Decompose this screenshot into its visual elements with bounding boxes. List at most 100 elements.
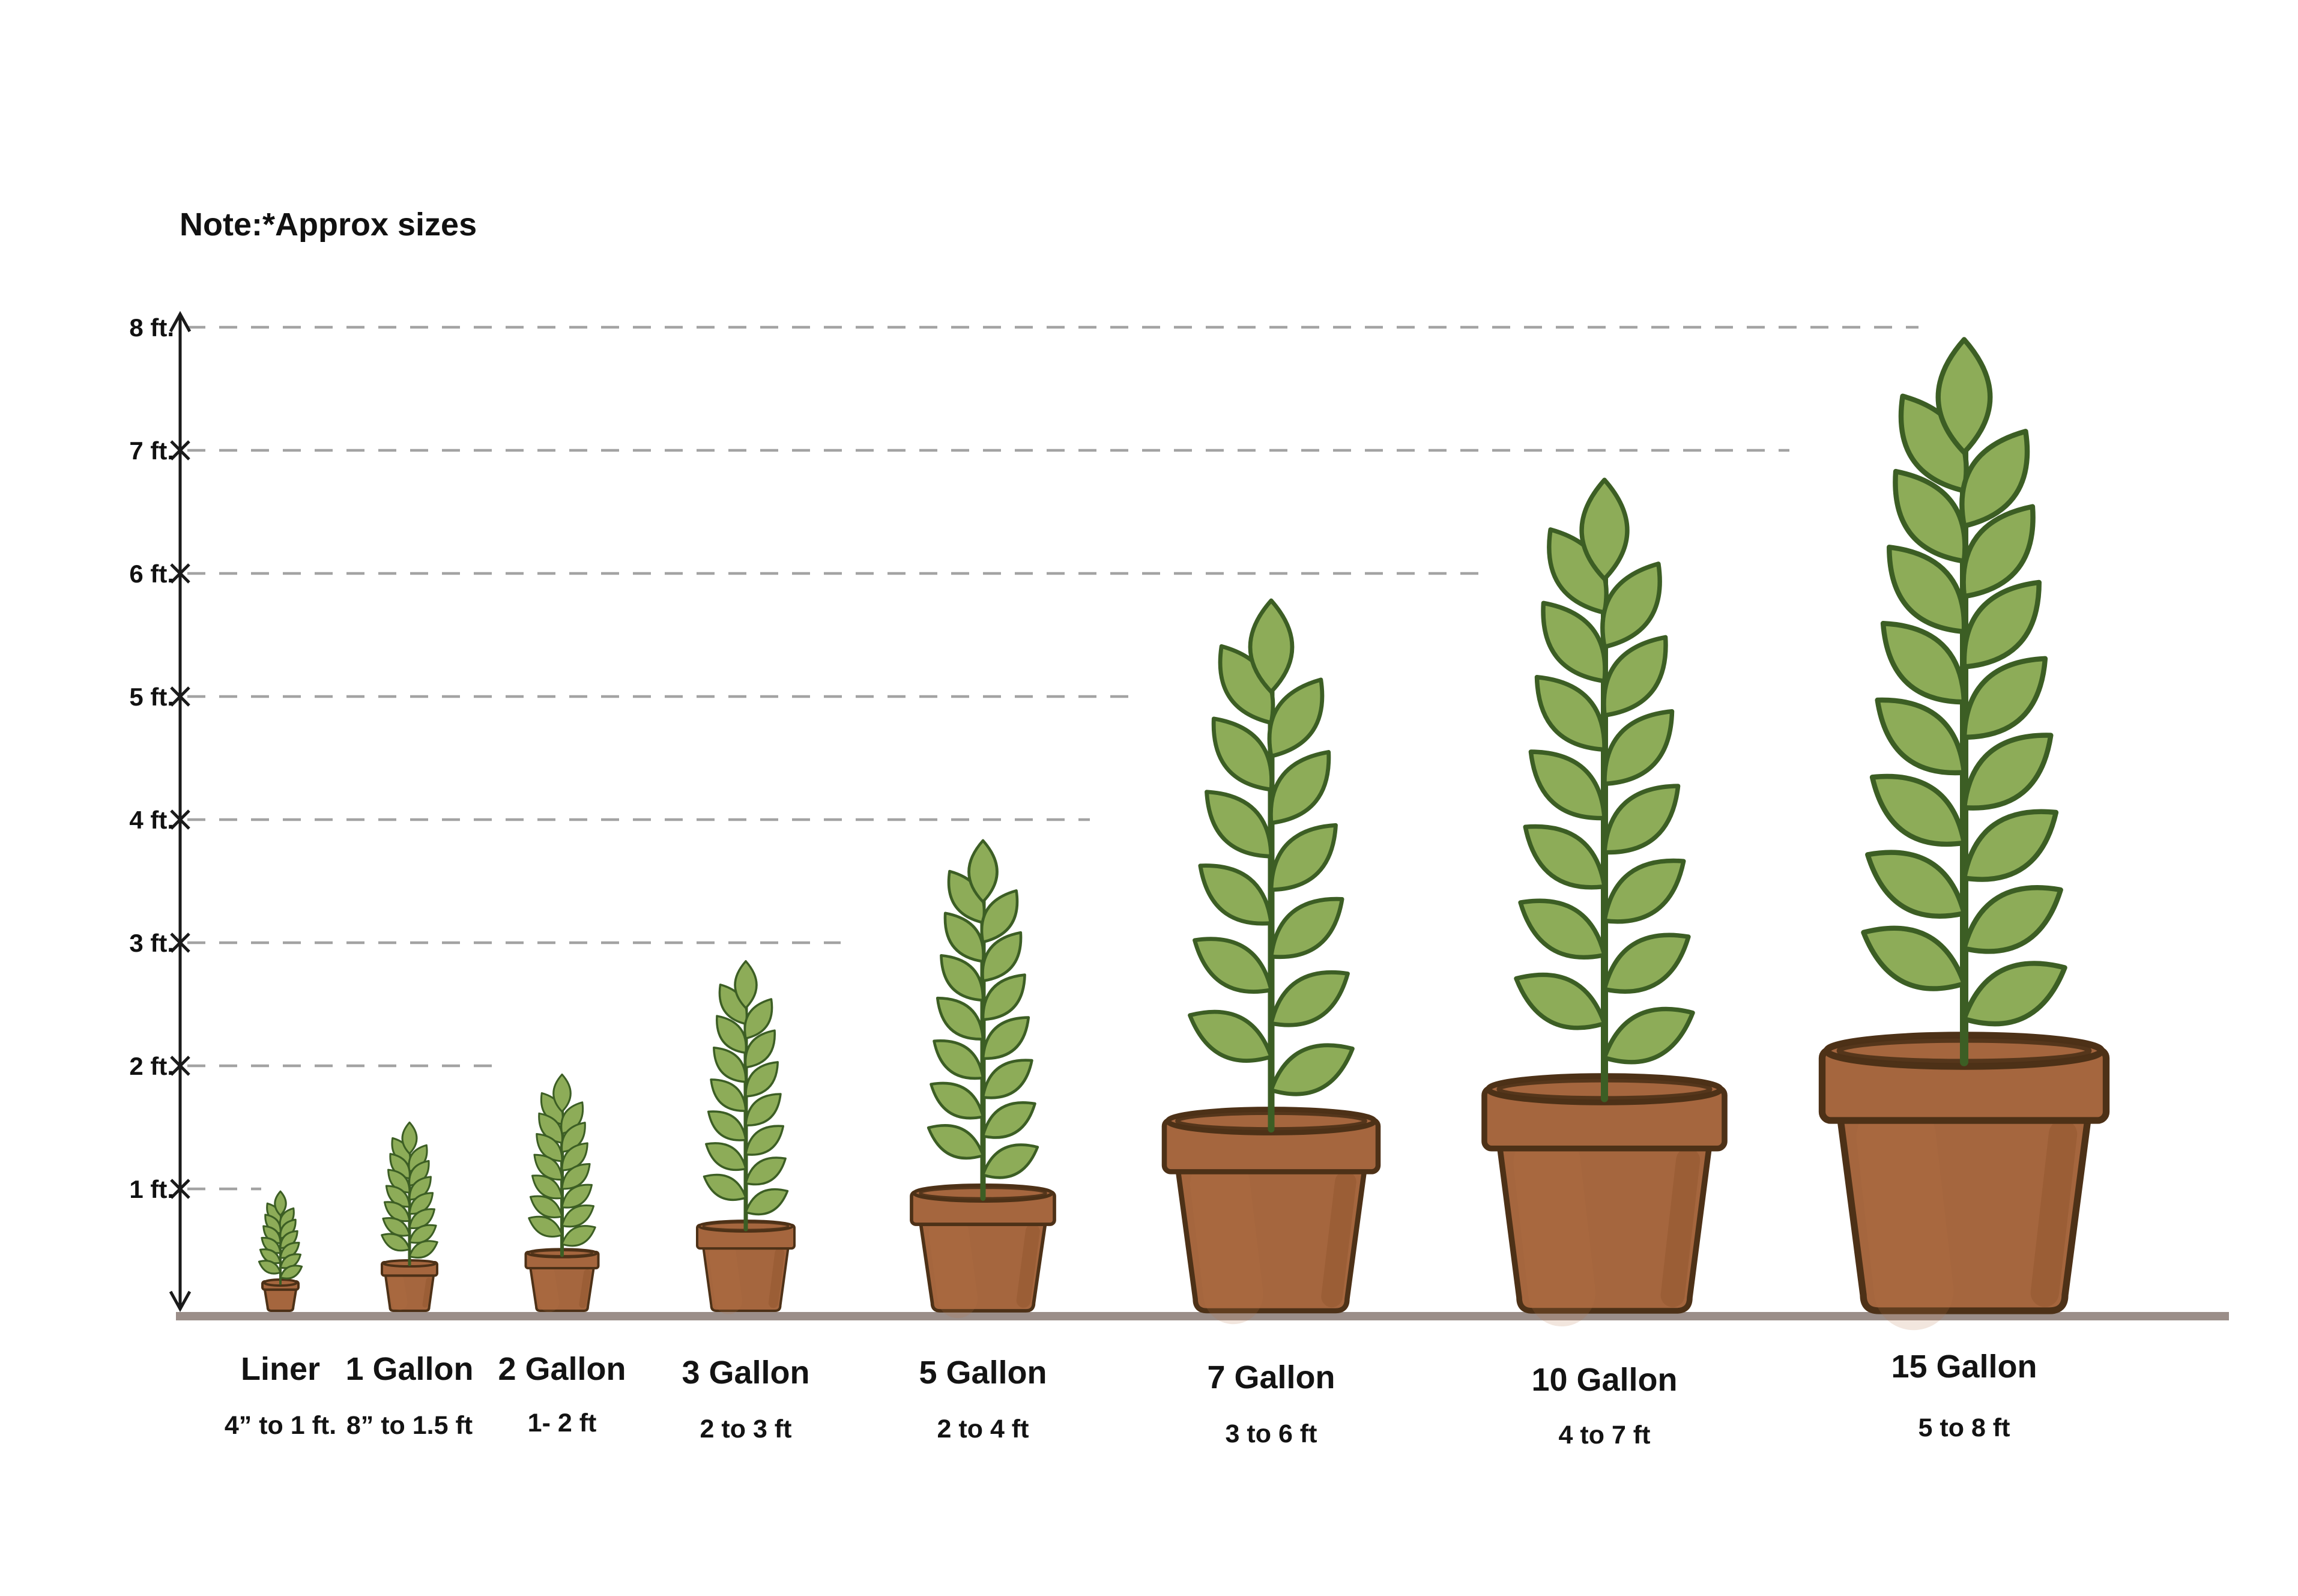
axis-tick-label-8ft: 8 ft. bbox=[129, 313, 174, 342]
leaf-right bbox=[1269, 823, 1338, 892]
plant-group-liner bbox=[258, 1190, 303, 1312]
pot-body bbox=[529, 1267, 595, 1312]
plant-foliage bbox=[1514, 477, 1695, 1065]
leaf-left bbox=[1869, 773, 1967, 847]
axis-tick-5ft bbox=[170, 686, 190, 707]
pot-2-gallon bbox=[524, 1248, 600, 1313]
leaf-left bbox=[1193, 937, 1274, 994]
category-label-2-gallon: 2 Gallon bbox=[498, 1351, 626, 1387]
leaf-left bbox=[1211, 716, 1274, 792]
axis-tick-label-1ft: 1 ft. bbox=[129, 1175, 174, 1203]
plant-group-10-gallon bbox=[1481, 477, 1728, 1326]
plant-group-7-gallon bbox=[1161, 598, 1381, 1325]
leaf-left bbox=[258, 1260, 282, 1275]
leaf-right bbox=[745, 1061, 779, 1098]
axis-tick-label-3ft: 3 ft. bbox=[129, 929, 174, 957]
leaf-right bbox=[981, 1059, 1033, 1099]
leaf-left bbox=[716, 1015, 748, 1054]
pot-shade bbox=[1321, 1171, 1356, 1308]
leaf-right bbox=[1269, 970, 1350, 1027]
tick-cross-icon bbox=[170, 563, 190, 584]
plant-group-5-gallon bbox=[910, 839, 1056, 1319]
leaf-top bbox=[1248, 598, 1295, 694]
leaf-left bbox=[933, 1039, 985, 1080]
size-range-label-3-gallon: 2 to 3 ft bbox=[700, 1415, 792, 1443]
leaf-right bbox=[1961, 656, 2048, 740]
leaf-right bbox=[745, 1093, 782, 1126]
leaf-left bbox=[531, 1174, 563, 1200]
axis-tick-2ft bbox=[170, 1056, 190, 1076]
leaf-right bbox=[981, 1101, 1036, 1139]
axis-tick-label-2ft: 2 ft. bbox=[129, 1052, 174, 1080]
plant-group-1-gallon bbox=[381, 1121, 438, 1312]
pot-15-gallon bbox=[1818, 1032, 2110, 1331]
pot-body bbox=[1175, 1169, 1367, 1314]
leaf-right bbox=[1959, 429, 2030, 529]
pot-shade bbox=[768, 1248, 785, 1308]
pot-body bbox=[919, 1223, 1047, 1313]
leaf-left bbox=[529, 1195, 563, 1218]
leaf-left bbox=[1887, 545, 1967, 635]
leaf-right bbox=[980, 889, 1019, 944]
size-range-label-10-gallon: 4 to 7 ft bbox=[1559, 1421, 1651, 1449]
leaf-right bbox=[743, 998, 773, 1040]
leaf-right bbox=[745, 1188, 789, 1216]
leaf-left bbox=[1518, 898, 1607, 960]
pot-7-gallon bbox=[1161, 1107, 1381, 1325]
leaf-top bbox=[401, 1121, 418, 1155]
pot-shade bbox=[1016, 1224, 1040, 1308]
leaf-right bbox=[744, 1029, 776, 1069]
tick-cross-icon bbox=[170, 440, 190, 461]
pot-shade bbox=[579, 1269, 591, 1308]
axis-arrow-up-icon bbox=[169, 310, 192, 333]
leaf-right bbox=[1961, 961, 2067, 1027]
leaf-right bbox=[1602, 933, 1691, 994]
leaf-left bbox=[943, 911, 985, 963]
leaf-left bbox=[381, 1233, 411, 1252]
leaf-right bbox=[981, 1016, 1030, 1060]
axis-tick-label-6ft: 6 ft. bbox=[129, 560, 174, 588]
leaf-right bbox=[1961, 579, 2042, 670]
ground-line bbox=[176, 1312, 2229, 1320]
leaf-right bbox=[1961, 885, 2063, 954]
pot-body bbox=[702, 1247, 790, 1312]
axis-tick-label-4ft: 4 ft. bbox=[129, 806, 174, 834]
pot-3-gallon bbox=[696, 1220, 796, 1314]
size-range-label-2-gallon: 1- 2 ft bbox=[528, 1409, 597, 1437]
pot-body bbox=[384, 1274, 435, 1312]
leaf-left bbox=[707, 1110, 747, 1141]
category-label-liner: Liner bbox=[241, 1351, 320, 1387]
leaf-right bbox=[1269, 1043, 1355, 1096]
category-label-1-gallon: 1 Gallon bbox=[345, 1351, 473, 1387]
leaf-right bbox=[279, 1265, 303, 1280]
plant-group-3-gallon bbox=[696, 960, 796, 1314]
plant-foliage bbox=[381, 1121, 438, 1259]
axis-tick-label-7ft: 7 ft. bbox=[129, 437, 174, 465]
pot-highlight bbox=[389, 1274, 408, 1310]
plant-foliage bbox=[528, 1073, 596, 1247]
size-range-label-15-gallon: 5 to 8 ft bbox=[1919, 1413, 2010, 1442]
leaf-right bbox=[1961, 504, 2036, 599]
leaf-left bbox=[1523, 824, 1607, 890]
leaf-right bbox=[1268, 750, 1331, 826]
pot-1-gallon bbox=[381, 1259, 438, 1312]
leaf-left bbox=[1541, 600, 1607, 684]
plant-foliage bbox=[927, 839, 1039, 1179]
tick-cross-icon bbox=[170, 809, 190, 830]
size-range-label-liner: 4” to 1 ft. bbox=[225, 1411, 336, 1440]
leaf-right bbox=[981, 931, 1023, 982]
leaf-left bbox=[528, 1215, 563, 1238]
pot-highlight bbox=[928, 1212, 978, 1319]
tick-cross-icon bbox=[170, 1179, 190, 1199]
leaf-top bbox=[1579, 477, 1630, 581]
axis-tick-label-5ft: 5 ft. bbox=[129, 683, 174, 711]
pot-highlight bbox=[1190, 1154, 1263, 1325]
pot-body bbox=[1837, 1117, 2091, 1314]
axis-tick-6ft bbox=[170, 563, 190, 584]
leaf-top bbox=[552, 1073, 572, 1113]
tick-cross-icon bbox=[170, 1056, 190, 1076]
leaf-top bbox=[734, 960, 758, 1009]
leaf-left bbox=[1198, 863, 1274, 926]
leaf-left bbox=[710, 1078, 747, 1112]
axis-arrow-down-icon bbox=[169, 1290, 192, 1313]
